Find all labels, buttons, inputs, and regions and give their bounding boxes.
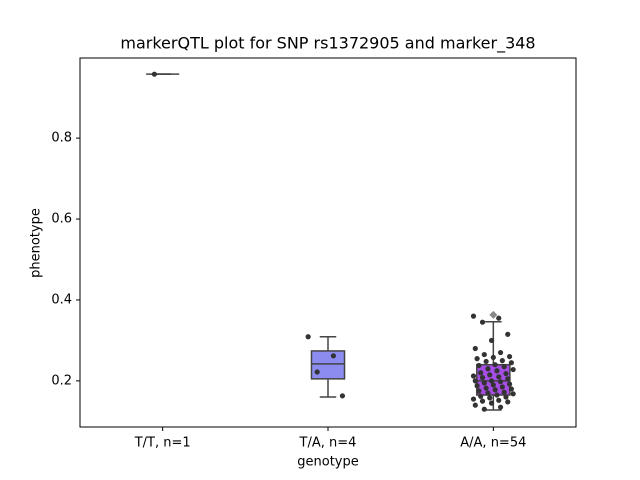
point	[479, 319, 486, 325]
point	[508, 386, 514, 392]
point	[488, 378, 495, 384]
point	[488, 337, 495, 344]
point	[496, 397, 502, 403]
plot-frame	[79, 57, 577, 428]
point	[490, 382, 496, 388]
point	[488, 400, 495, 406]
x-tick-label: T/A, n=4	[299, 436, 357, 451]
point	[305, 334, 311, 340]
point	[478, 370, 484, 376]
point	[483, 385, 489, 391]
point	[497, 404, 504, 410]
y-axis-label: phenotype	[29, 208, 44, 278]
point	[490, 354, 496, 361]
point	[505, 399, 511, 405]
point	[470, 396, 477, 402]
point	[485, 390, 491, 396]
y-tick-label: 0.8	[51, 131, 72, 146]
point	[506, 353, 513, 360]
point	[505, 331, 511, 337]
y-tick-label: 0.6	[51, 212, 72, 227]
point	[510, 366, 516, 373]
point	[314, 369, 320, 375]
point	[472, 378, 478, 384]
point	[481, 380, 487, 386]
point	[330, 353, 337, 359]
point	[501, 364, 507, 370]
box	[310, 350, 346, 380]
point	[497, 379, 504, 385]
point	[503, 370, 509, 377]
point	[481, 406, 487, 412]
point	[479, 375, 486, 381]
point	[470, 313, 477, 319]
point	[474, 356, 480, 362]
point	[492, 362, 498, 368]
x-tick-label: A/A, n=54	[460, 436, 526, 451]
point	[151, 71, 157, 77]
point	[499, 384, 505, 390]
y-tick-label: 0.2	[51, 373, 72, 388]
point	[485, 366, 491, 372]
point	[474, 383, 480, 389]
outlier	[489, 310, 498, 319]
point	[496, 315, 502, 321]
point	[492, 387, 498, 393]
point	[503, 394, 509, 400]
point	[476, 362, 482, 369]
point	[476, 388, 482, 394]
point	[487, 372, 493, 378]
point	[472, 345, 478, 352]
x-tick-label: T/T, n=1	[134, 436, 191, 451]
point	[470, 373, 477, 379]
chart-title: markerQTL plot for SNP rs1372905 and mar…	[120, 34, 535, 54]
point	[494, 368, 500, 374]
point	[505, 376, 511, 382]
point	[481, 351, 487, 358]
point	[479, 398, 486, 404]
point	[472, 402, 478, 408]
x-axis-label: genotype	[297, 455, 358, 470]
point	[510, 391, 516, 397]
point	[499, 358, 505, 364]
y-tick-label: 0.4	[51, 292, 72, 307]
point	[478, 393, 484, 399]
point	[487, 395, 493, 401]
point	[494, 392, 500, 398]
point	[496, 374, 502, 380]
point	[483, 358, 489, 365]
point	[339, 393, 346, 399]
point	[506, 381, 513, 387]
point	[508, 360, 514, 366]
point	[497, 349, 504, 356]
point	[501, 389, 507, 395]
